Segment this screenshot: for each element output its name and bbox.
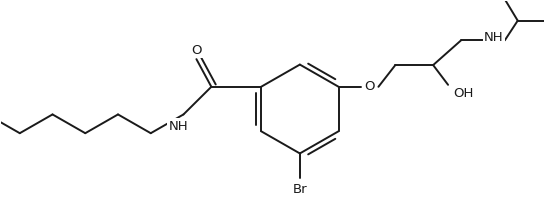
Text: NH: NH bbox=[169, 120, 189, 133]
Text: OH: OH bbox=[453, 87, 474, 100]
Text: NH: NH bbox=[484, 31, 504, 44]
Text: O: O bbox=[191, 44, 202, 57]
Text: O: O bbox=[364, 80, 375, 93]
Text: Br: Br bbox=[293, 184, 307, 196]
